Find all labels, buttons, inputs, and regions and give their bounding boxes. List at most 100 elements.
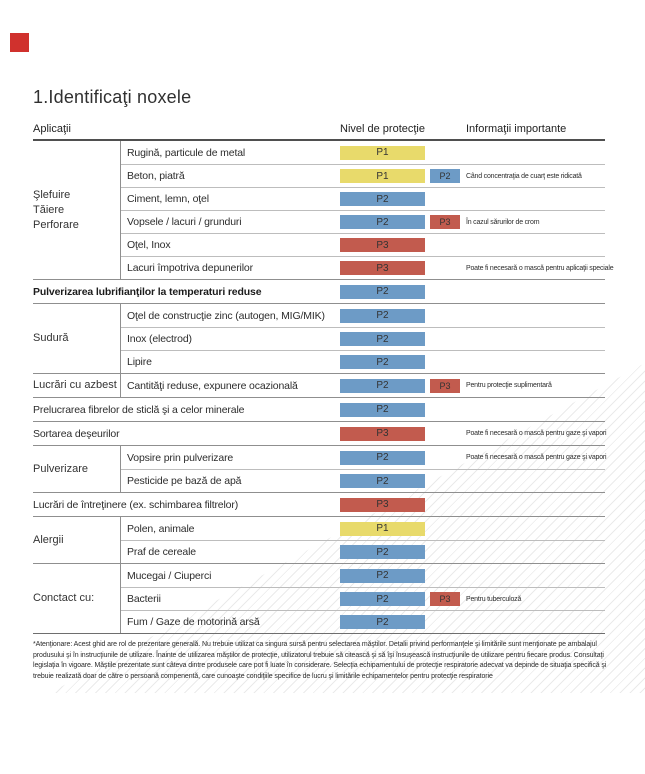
table-section: Alergii Polen, animale P1 Praf de cereale P2	[33, 516, 605, 563]
table-section: Sortarea deşeurilor P3 Poate fi necesară o…	[33, 421, 607, 445]
section-items: Rugină, particule de metal P1 Beton, piatr…	[120, 141, 614, 279]
row-label: Mucegai / Ciuperci	[127, 569, 212, 582]
table-row: Fum / Gaze de motorină arsă P2	[121, 610, 605, 633]
row-label: Ciment, lemn, oţel	[127, 193, 209, 205]
table-row: Oţel de construcţie zinc (autogen, MIG/M…	[121, 304, 605, 327]
table-row: Oţel, Inox P3	[121, 233, 605, 256]
row-label: Oţel, Inox	[127, 239, 171, 251]
group-label-line: Tăiere	[33, 203, 65, 216]
protection-badge-p2: P2	[340, 284, 425, 299]
badge-spacer	[430, 403, 460, 417]
column-header-applications: Aplicaţii	[33, 123, 71, 135]
table-row: Ciment, lemn, oţel P2	[121, 187, 605, 210]
row-label: Pulverizarea lubrifianţilor la temperatu…	[33, 285, 262, 298]
protection-badge-p3: P3	[430, 378, 460, 393]
table-row: Beton, piatră P1 P2 Când concentraţia de cu…	[121, 164, 605, 187]
group-label-line: Lucrări cu azbest	[33, 379, 117, 391]
group-label-line: Perforare	[33, 218, 79, 231]
badge-spacer	[430, 192, 460, 206]
protection-badge-p1: P1	[340, 145, 425, 160]
badge-spacer	[430, 545, 460, 559]
group-label: Alergii	[33, 517, 120, 563]
table-row: Vopsele / lacuri / grunduri P2 P3 În cazul …	[121, 210, 605, 233]
group-label-line: Sudură	[33, 332, 69, 344]
footnote-disclaimer: *Atenţionare: Acest ghid are rol de prez…	[33, 641, 607, 680]
badge-spacer	[430, 238, 460, 252]
protection-badge-p3: P3	[430, 215, 460, 229]
row-label: Inox (electrod)	[127, 333, 192, 345]
group-label-line: Conctact cu:	[33, 592, 95, 604]
table-row: Lacuri împotriva depunerilor P3 Poate fi n…	[121, 256, 614, 279]
section-items: Oţel de construcţie zinc (autogen, MIG/M…	[120, 304, 605, 373]
hazard-table: Şlefuire Tăiere Perforare Rugină, particule…	[33, 139, 614, 634]
row-label: Beton, piatră	[127, 170, 185, 182]
badge-spacer	[430, 522, 460, 536]
badge-spacer	[430, 332, 460, 346]
protection-badge-p2: P2	[340, 592, 425, 606]
group-label: Şlefuire Tăiere Perforare	[33, 141, 120, 279]
group-label: Sudură	[33, 304, 120, 373]
row-info: Poate fi necesară o mască pentru aplicaţ…	[466, 264, 614, 272]
badge-spacer	[430, 146, 460, 160]
group-label-line: Alergii	[33, 533, 64, 546]
table-row: Vopsire prin pulverizare P2 Poate fi neces…	[121, 446, 607, 469]
protection-badge-p2: P2	[340, 332, 425, 346]
group-label: Conctact cu:	[33, 564, 120, 633]
section-items: Mucegai / Ciuperci P2 Bacterii P2 P3 Pentru t…	[120, 564, 605, 633]
section-items: Pulverizarea lubrifianţilor la temperatu…	[33, 280, 605, 303]
protection-badge-p3: P3	[340, 238, 425, 252]
table-column-headers: Aplicaţii Nivel de protecţie Informaţii …	[33, 121, 605, 139]
section-items: Polen, animale P1 Praf de cereale P2	[120, 517, 605, 563]
table-section: Pulverizare Vopsire prin pulverizare P2 Poa…	[33, 445, 607, 492]
protection-badge-p2: P2	[340, 192, 425, 206]
row-info: Pentru tuberculoză	[466, 595, 522, 603]
protection-badge-p2: P2	[340, 545, 425, 559]
protection-badge-p3: P3	[340, 426, 425, 441]
row-label: Oţel de construcţie zinc (autogen, MIG/M…	[127, 309, 325, 322]
table-row: Pesticide pe bază de apă P2	[121, 469, 605, 492]
section-items: Sortarea deşeurilor P3 Poate fi necesară o…	[33, 422, 607, 445]
row-info: În cazul sărurilor de crom	[466, 218, 540, 226]
section-items: Cantităţi reduse, expunere ocazională P2 P…	[120, 374, 605, 397]
row-info: Poate fi necesară o mască pentru gaze şi…	[466, 454, 607, 461]
protection-badge-p1: P1	[340, 521, 425, 536]
section-items: Lucrări de întreţinere (ex. schimbarea f…	[33, 493, 605, 516]
table-row: Rugină, particule de metal P1	[121, 141, 605, 164]
protection-badge-p2: P2	[430, 169, 460, 183]
protection-badge-p2: P2	[340, 215, 425, 229]
table-row: Cantităţi reduse, expunere ocazională P2 P…	[121, 374, 605, 397]
table-row: Sortarea deşeurilor P3 Poate fi necesară o…	[33, 422, 607, 445]
protection-badge-p2: P2	[340, 308, 425, 323]
page-title: 1.Identificaţi noxele	[33, 87, 192, 107]
row-label: Lipire	[127, 356, 152, 368]
table-row: Polen, animale P1	[121, 517, 605, 540]
row-label: Rugină, particule de metal	[127, 146, 246, 159]
badge-spacer	[430, 615, 460, 629]
protection-badge-p3: P3	[340, 497, 425, 512]
section-items: Prelucrarea fibrelor de sticlă şi a celo…	[33, 398, 605, 421]
table-row: Inox (electrod) P2	[121, 327, 605, 350]
row-label: Lucrări de întreţinere (ex. schimbarea f…	[33, 498, 239, 511]
table-row: Lucrări de întreţinere (ex. schimbarea f…	[33, 493, 605, 516]
red-annotation-marker	[10, 33, 29, 52]
table-section: Lucrări de întreţinere (ex. schimbarea f…	[33, 492, 605, 516]
column-header-important-info: Informaţii importante	[466, 123, 567, 135]
protection-badge-p2: P2	[340, 450, 425, 465]
protection-badge-p2: P2	[340, 474, 425, 488]
protection-badge-p3: P3	[430, 592, 460, 606]
section-items: Vopsire prin pulverizare P2 Poate fi neces…	[120, 446, 607, 492]
table-section: Pulverizarea lubrifianţilor la temperatu…	[33, 279, 605, 303]
table-row: Pulverizarea lubrifianţilor la temperatu…	[33, 280, 605, 303]
row-label: Lacuri împotriva depunerilor	[127, 262, 253, 274]
group-label-line: Şlefuire	[33, 188, 71, 201]
row-info: Poate fi necesară o mască pentru gaze şi…	[466, 430, 607, 437]
row-label: Prelucrarea fibrelor de sticlă şi a celo…	[33, 403, 245, 416]
table-section: Lucrări cu azbest Cantităţi reduse, expun…	[33, 373, 605, 397]
row-label: Vopsele / lacuri / grunduri	[127, 216, 242, 228]
group-label: Lucrări cu azbest	[33, 374, 120, 397]
group-label-line: Pulverizare	[33, 462, 89, 475]
badge-spacer	[430, 569, 460, 583]
table-row: Praf de cereale P2	[121, 540, 605, 563]
badge-spacer	[430, 285, 460, 299]
badge-spacer	[430, 261, 460, 275]
